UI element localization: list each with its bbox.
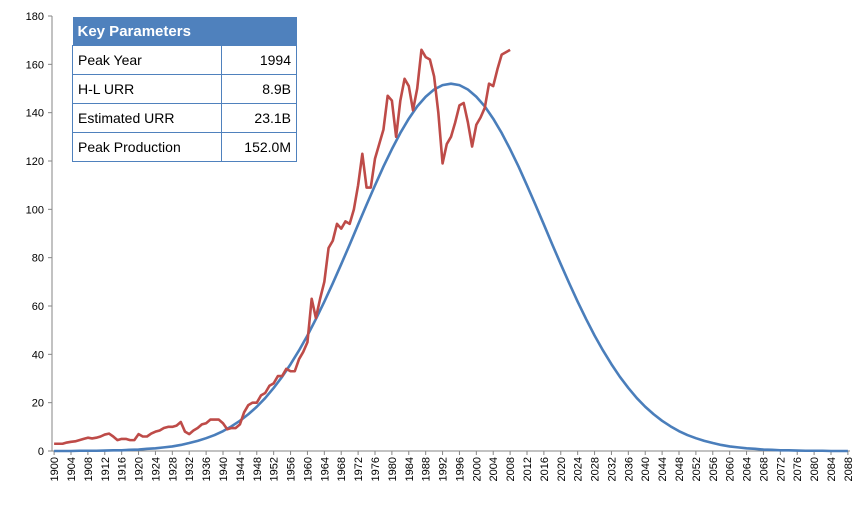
series-line: [54, 48, 511, 446]
parameter-label: Peak Production: [72, 132, 222, 162]
y-tick-label: 20: [32, 398, 44, 410]
x-tick-label: 1952: [269, 457, 281, 481]
x-tick-label: 1948: [252, 457, 264, 481]
x-tick-label: 1916: [117, 457, 129, 481]
x-tick-label: 2088: [843, 457, 855, 481]
x-tick-label: 1992: [438, 457, 450, 481]
x-tick-label: 2060: [725, 457, 737, 481]
x-tick-label: 2008: [505, 457, 517, 481]
parameter-value: 23.1B: [220, 103, 298, 133]
y-tick-label: 180: [26, 11, 44, 23]
parameter-value: 8.9B: [220, 74, 298, 104]
x-tick-label: 2012: [522, 457, 534, 481]
x-tick-label: 2036: [623, 457, 635, 481]
x-tick-label: 1900: [49, 457, 61, 481]
x-tick-label: 1996: [454, 457, 466, 481]
x-tick-label: 2072: [775, 457, 787, 481]
x-tick-label: 1920: [134, 457, 146, 481]
x-tick-label: 2048: [674, 457, 686, 481]
x-tick-label: 2084: [826, 457, 838, 481]
x-tick-label: 1936: [201, 457, 213, 481]
x-tick-label: 2004: [488, 457, 500, 481]
y-tick-label: 80: [32, 253, 44, 265]
x-tick-label: 2064: [742, 457, 754, 481]
x-tick-label: 1976: [370, 457, 382, 481]
x-tick-label: 2032: [606, 457, 618, 481]
parameters-table: Key Parameters Peak Year 1994 H-L URR 8.9B E…: [72, 17, 298, 162]
x-tick-label: 1924: [150, 457, 162, 481]
y-tick-label: 120: [26, 156, 44, 168]
x-tick-label: 1944: [235, 457, 247, 481]
x-tick-label: 1960: [302, 457, 314, 481]
x-tick-label: 1968: [336, 457, 348, 481]
table-row: Peak Production 152.0M: [72, 132, 298, 162]
x-tick-label: 2068: [758, 457, 770, 481]
x-tick-label: 1972: [353, 457, 365, 481]
x-tick-label: 1984: [404, 457, 416, 481]
x-tick-label: 2024: [573, 457, 585, 481]
parameter-label: Estimated URR: [72, 103, 222, 133]
table-header: Key Parameters: [72, 17, 297, 46]
y-tick-label: 40: [32, 349, 44, 361]
x-tick-label: 1912: [100, 457, 112, 481]
x-tick-label: 1964: [319, 457, 331, 481]
x-tick-label: 2016: [539, 457, 551, 481]
x-tick-label: 2076: [792, 457, 804, 481]
x-tick-label: 1956: [286, 457, 298, 481]
x-tick-label: 1980: [387, 457, 399, 481]
series-line: [54, 82, 848, 453]
x-tick-label: 2020: [556, 457, 568, 481]
x-tick-label: 2052: [691, 457, 703, 481]
x-tick-label: 1940: [218, 457, 230, 481]
x-tick-label: 2056: [708, 457, 720, 481]
y-tick-label: 160: [26, 59, 44, 71]
y-tick-label: 140: [26, 108, 44, 120]
x-tick-label: 2044: [657, 457, 669, 481]
y-tick-label: 100: [26, 204, 44, 216]
x-tick-label: 1908: [83, 457, 95, 481]
x-tick-label: 1928: [167, 457, 179, 481]
parameter-label: Peak Year: [72, 45, 222, 75]
x-tick-label: 1932: [184, 457, 196, 481]
y-tick-label: 60: [32, 301, 44, 313]
x-tick-label: 2040: [640, 457, 652, 481]
x-tick-label: 1988: [421, 457, 433, 481]
x-tick-label: 1904: [66, 457, 78, 481]
x-tick-label: 2000: [471, 457, 483, 481]
parameter-value: 1994: [220, 45, 298, 75]
y-tick-label: 0: [38, 446, 44, 458]
table-row: H-L URR 8.9B: [72, 74, 298, 104]
parameter-label: H-L URR: [72, 74, 222, 104]
x-tick-label: 2080: [809, 457, 821, 481]
table-row: Estimated URR 23.1B: [72, 103, 298, 133]
table-row: Peak Year 1994: [72, 45, 298, 75]
table-title: Key Parameters: [72, 17, 297, 46]
x-tick-label: 2028: [590, 457, 602, 481]
parameter-value: 152.0M: [220, 132, 298, 162]
